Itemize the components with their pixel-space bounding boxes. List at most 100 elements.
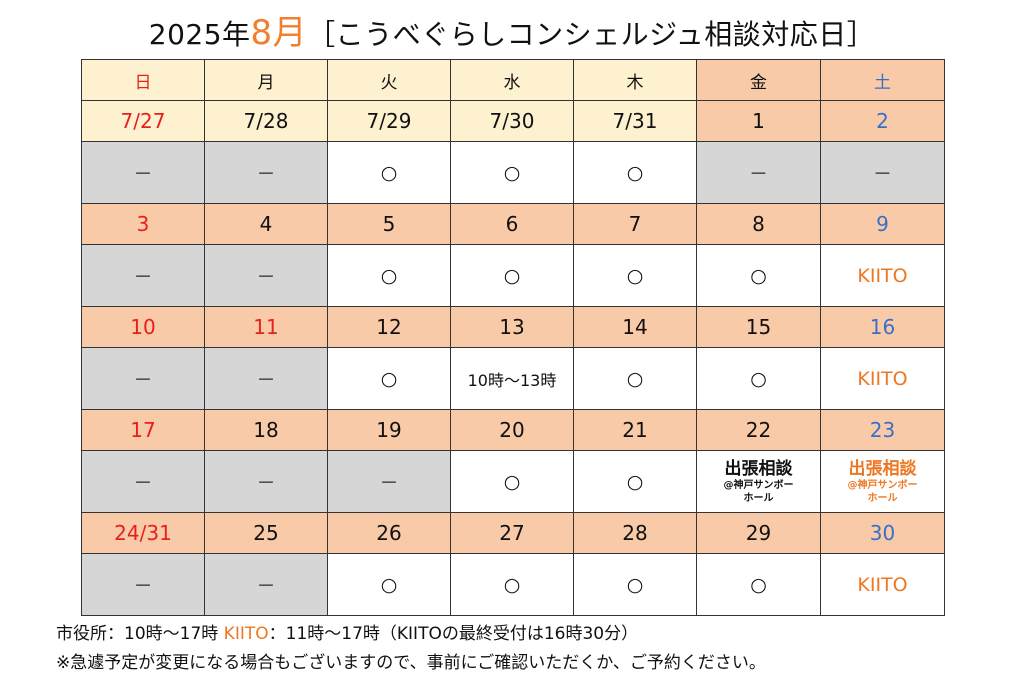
weekday-fri: 金 — [696, 59, 821, 101]
date-cell: 25 — [204, 512, 328, 554]
availability-cell: ○ — [450, 450, 574, 513]
date-cell: 7/27 — [81, 100, 205, 142]
weekday-mon: 月 — [204, 59, 328, 101]
outreach-venue: @神戸サンボー — [847, 479, 918, 491]
outreach-cell: 出張相談 @神戸サンボー ホール — [820, 450, 945, 513]
date-row: 10 11 12 13 14 15 16 — [81, 306, 945, 348]
date-cell: 28 — [573, 512, 697, 554]
availability-cell: － — [81, 450, 205, 513]
outreach-venue-line2: ホール — [743, 492, 774, 504]
date-cell: 29 — [696, 512, 821, 554]
availability-cell: － — [204, 141, 328, 204]
outreach-title: 出張相談 — [724, 458, 793, 479]
availability-cell: － — [204, 244, 328, 307]
date-row: 17 18 19 20 21 22 23 — [81, 409, 945, 451]
date-cell: 6 — [450, 203, 574, 245]
date-cell: 2 — [820, 100, 945, 142]
weekday-tue: 火 — [327, 59, 451, 101]
availability-row: － － － ○ ○ 出張相談 @神戸サンボー ホール 出張相談 @神戸サンボー … — [81, 450, 945, 513]
date-cell: 26 — [327, 512, 451, 554]
availability-cell: － — [820, 141, 945, 204]
availability-cell: ○ — [450, 553, 574, 616]
calendar-table: 日 月 火 水 木 金 土 7/27 7/28 7/29 7/30 7/31 1… — [81, 59, 945, 616]
availability-cell: － — [81, 141, 205, 204]
date-cell: 7 — [573, 203, 697, 245]
outreach-cell: 出張相談 @神戸サンボー ホール — [696, 450, 821, 513]
date-cell: 8 — [696, 203, 821, 245]
date-cell: 15 — [696, 306, 821, 348]
availability-cell: ○ — [327, 244, 451, 307]
kiito-hours: ：11時～17時（KIITOの最終受付は16時30分） — [268, 624, 639, 644]
weekday-thu: 木 — [573, 59, 697, 101]
availability-cell: － — [81, 244, 205, 307]
date-cell: 3 — [81, 203, 205, 245]
availability-cell: － — [81, 347, 205, 410]
availability-cell: ○ — [696, 244, 821, 307]
date-cell: 5 — [327, 203, 451, 245]
kiito-cell: KIITO — [820, 244, 945, 307]
availability-cell: ○ — [573, 141, 697, 204]
title-subject: ［こうべぐらしコンシェルジュ相談対応日］ — [307, 18, 876, 51]
date-cell: 17 — [81, 409, 205, 451]
date-row: 7/27 7/28 7/29 7/30 7/31 1 2 — [81, 100, 945, 142]
date-cell: 16 — [820, 306, 945, 348]
availability-row: － － ○ ○ ○ ○ KIITO — [81, 553, 945, 616]
hours-note: 市役所：10時～17時 KIITO：11時～17時（KIITOの最終受付は16時… — [56, 619, 956, 644]
date-cell: 22 — [696, 409, 821, 451]
availability-cell: ○ — [573, 450, 697, 513]
date-cell: 9 — [820, 203, 945, 245]
weekday-wed: 水 — [450, 59, 574, 101]
date-cell: 14 — [573, 306, 697, 348]
availability-cell: ○ — [450, 141, 574, 204]
availability-cell: ○ — [327, 553, 451, 616]
weekday-header-row: 日 月 火 水 木 金 土 — [81, 59, 945, 101]
availability-row: － － ○ ○ ○ － － — [81, 141, 945, 204]
outreach-venue-line2: ホール — [867, 492, 898, 504]
weekday-sun: 日 — [81, 59, 205, 101]
date-cell: 12 — [327, 306, 451, 348]
availability-cell: ○ — [450, 244, 574, 307]
availability-cell: ○ — [696, 347, 821, 410]
city-hall-hours: 市役所：10時～17時 — [56, 624, 219, 644]
date-cell: 1 — [696, 100, 821, 142]
availability-cell: ○ — [327, 347, 451, 410]
schedule-change-note: ※急遽予定が変更になる場合もございますので、事前にご確認いただくか、ご予約くださ… — [56, 653, 766, 673]
date-cell: 10 — [81, 306, 205, 348]
availability-cell: － — [204, 553, 328, 616]
page-title: 2025年8月［こうべぐらしコンシェルジュ相談対応日］ — [60, 10, 964, 56]
kiito-label: KIITO — [223, 624, 269, 644]
weekday-sat: 土 — [820, 59, 945, 101]
date-cell: 21 — [573, 409, 697, 451]
availability-cell: － — [696, 141, 821, 204]
date-row: 3 4 5 6 7 8 9 — [81, 203, 945, 245]
availability-cell: ○ — [573, 553, 697, 616]
date-cell: 7/31 — [573, 100, 697, 142]
availability-cell: － — [204, 347, 328, 410]
title-year: 2025年 — [148, 18, 251, 51]
availability-cell: ○ — [327, 141, 451, 204]
date-cell: 13 — [450, 306, 574, 348]
date-cell: 27 — [450, 512, 574, 554]
date-cell: 20 — [450, 409, 574, 451]
availability-row: － － ○ 10時～13時 ○ ○ KIITO — [81, 347, 945, 410]
date-cell: 7/28 — [204, 100, 328, 142]
outreach-title: 出張相談 — [848, 458, 917, 479]
kiito-cell: KIITO — [820, 553, 945, 616]
date-cell: 7/30 — [450, 100, 574, 142]
availability-cell: ○ — [573, 347, 697, 410]
date-cell: 19 — [327, 409, 451, 451]
availability-cell: ○ — [696, 553, 821, 616]
outreach-venue: @神戸サンボー — [723, 479, 794, 491]
date-cell: 24/31 — [81, 512, 205, 554]
availability-row: － － ○ ○ ○ ○ KIITO — [81, 244, 945, 307]
date-cell: 11 — [204, 306, 328, 348]
date-cell: 7/29 — [327, 100, 451, 142]
availability-cell: ○ — [573, 244, 697, 307]
availability-cell: － — [204, 450, 328, 513]
date-cell: 23 — [820, 409, 945, 451]
availability-cell: － — [327, 450, 451, 513]
availability-cell: 10時～13時 — [450, 347, 574, 410]
kiito-cell: KIITO — [820, 347, 945, 410]
title-month: 8月 — [250, 13, 308, 53]
date-cell: 4 — [204, 203, 328, 245]
